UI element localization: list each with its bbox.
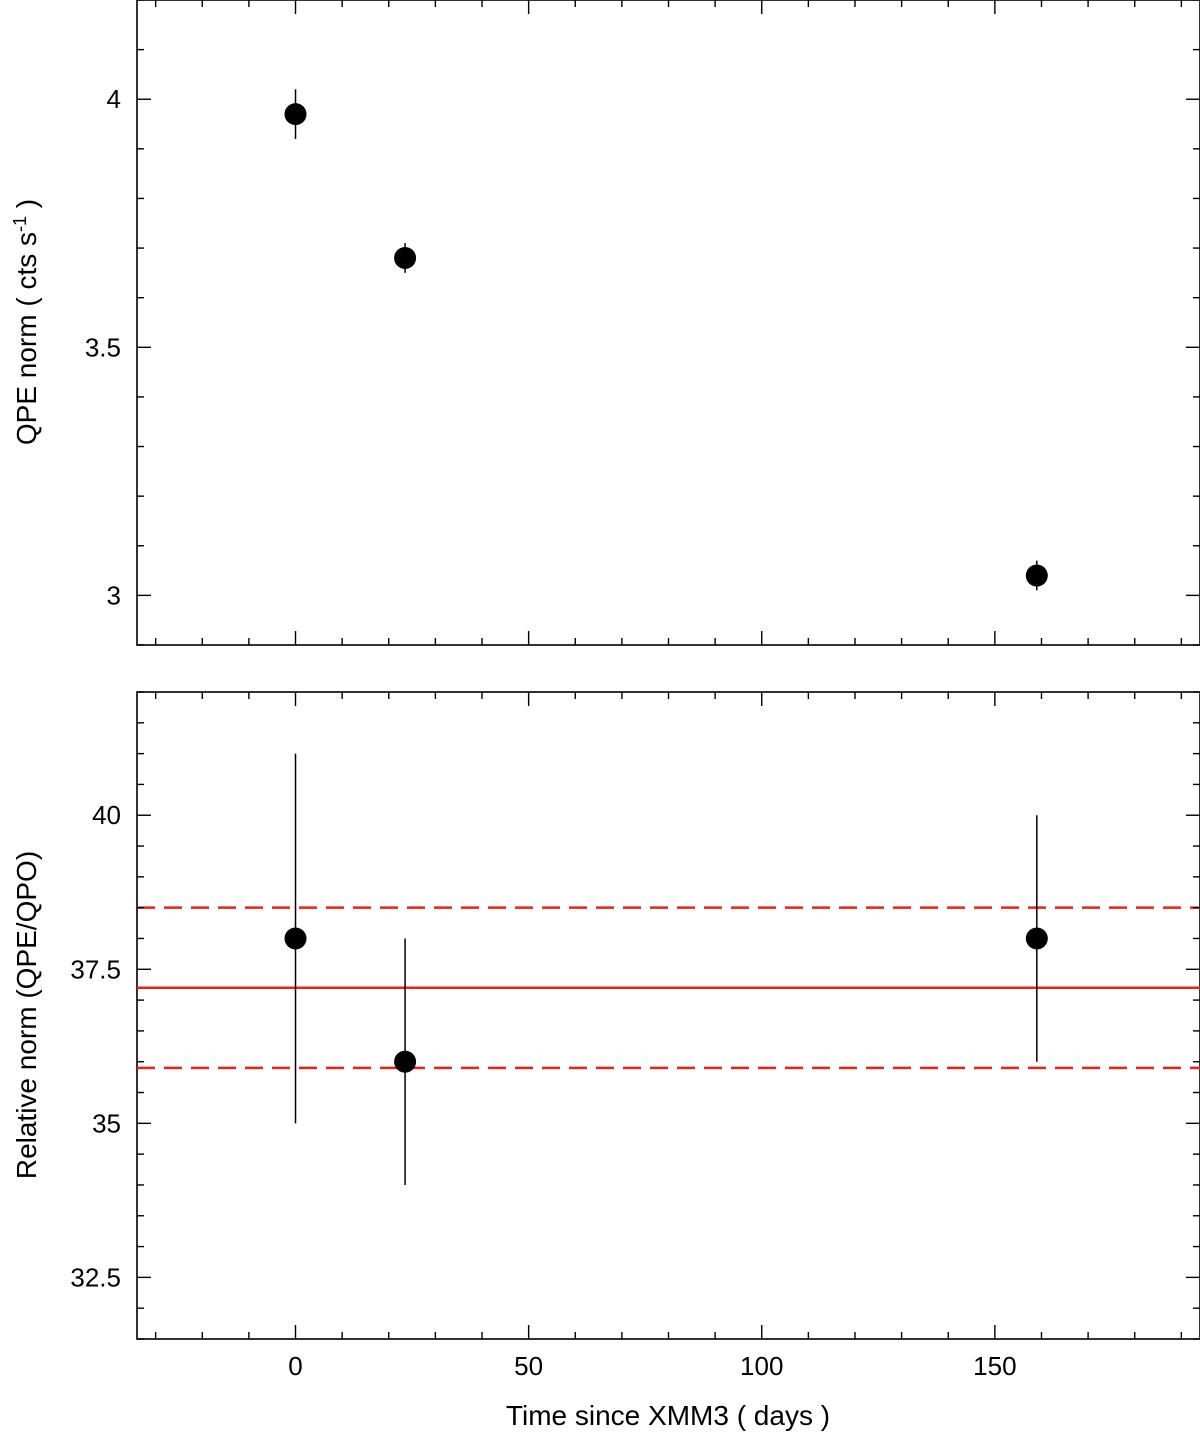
y-tick-label: 32.5 [70, 1262, 121, 1292]
data-point [394, 247, 417, 269]
data-point [284, 103, 307, 126]
bottom-data-marks [284, 753, 1048, 1185]
data-point [1025, 564, 1048, 587]
x-tick-label: 50 [514, 1351, 543, 1381]
bottom-axis-ticks [137, 691, 1200, 1340]
x-axis-label: Time since XMM3 ( days ) [506, 1400, 830, 1431]
top-data-marks [284, 89, 1048, 591]
top-y-tick-labels: 33.54 [85, 84, 121, 610]
bottom-tick-labels: 32.5 35 37.5 40 0 50 100 150 [70, 800, 1016, 1381]
x-tick-label: 100 [740, 1351, 783, 1381]
top-y-axis-label-main: QPE norm ( cts s [11, 232, 42, 445]
top-y-axis-label-suffix: ) [11, 199, 42, 216]
x-tick-label: 150 [973, 1351, 1016, 1381]
bottom-plot-frame [136, 691, 1200, 1340]
top-axis-ticks [137, 0, 1200, 646]
y-tick-label: 4 [107, 84, 121, 114]
y-tick-label: 40 [92, 800, 121, 830]
bottom-panel: 32.5 35 37.5 40 0 50 100 150 Relative norm (QPE… [11, 691, 1200, 1431]
x-tick-label: 0 [288, 1351, 302, 1381]
y-tick-label: 35 [92, 1108, 121, 1138]
top-y-axis-label: QPE norm ( cts s-1 ) [10, 199, 42, 445]
y-tick-label: 37.5 [70, 954, 121, 984]
y-tick-label: 3 [107, 580, 121, 610]
bottom-y-axis-label: Relative norm (QPE/QPO) [11, 851, 42, 1179]
bottom-reference-lines [137, 906, 1200, 1070]
y-tick-label: 3.5 [85, 332, 121, 362]
data-point [284, 927, 307, 950]
top-plot-frame [136, 0, 1200, 646]
top-y-axis-label-superscript: -1 [10, 216, 30, 232]
data-point [394, 1050, 417, 1073]
data-point [1025, 927, 1048, 950]
top-panel: 33.54 QPE norm ( cts s-1 ) [10, 0, 1200, 646]
